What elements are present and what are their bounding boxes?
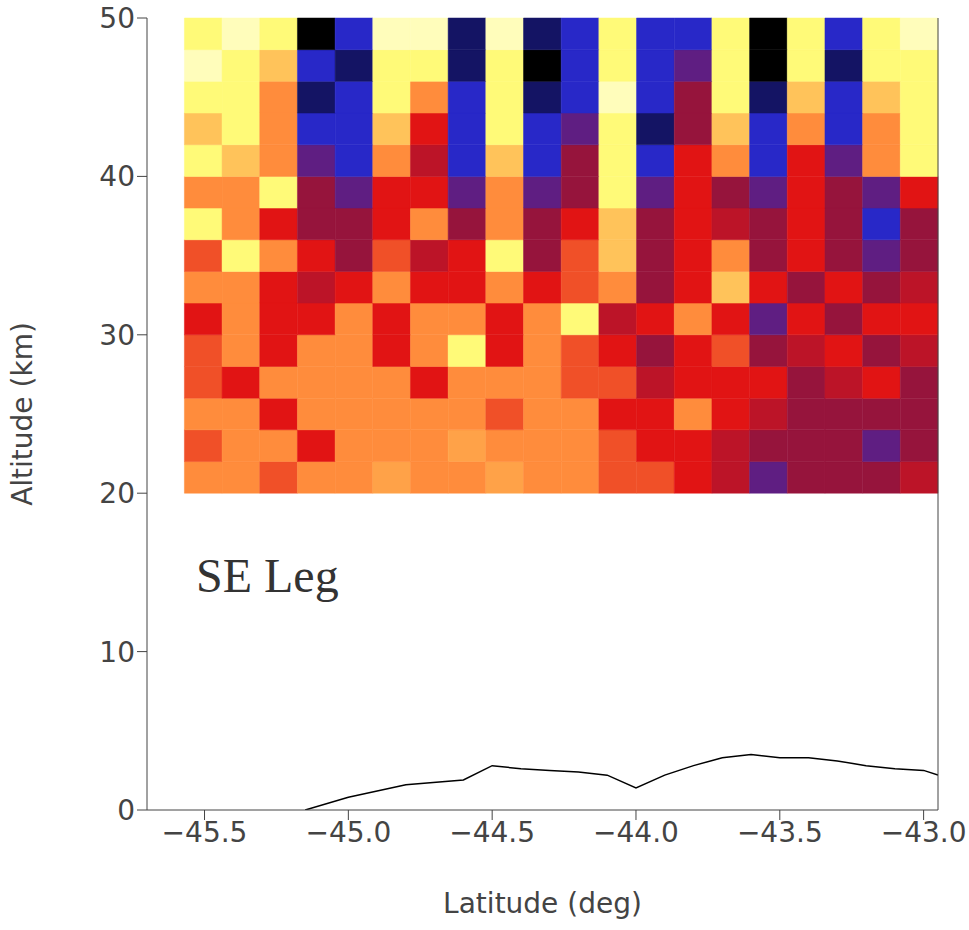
svg-text:−44.0: −44.0 — [593, 816, 679, 849]
svg-text:Latitude (deg): Latitude (deg) — [443, 887, 642, 920]
html-text:SE Leg: SE Leg — [196, 549, 339, 602]
svg-text:−43.0: −43.0 — [881, 816, 967, 849]
svg-text:−45.0: −45.0 — [305, 816, 391, 849]
svg-text:20: 20 — [99, 477, 135, 510]
svg-text:−43.5: −43.5 — [737, 816, 823, 849]
svg-text:30: 30 — [99, 319, 135, 352]
svg-text:50: 50 — [99, 2, 135, 35]
svg-text:−44.5: −44.5 — [449, 816, 535, 849]
svg-text:10: 10 — [99, 636, 135, 669]
svg-text:Altitude (km): Altitude (km) — [6, 322, 39, 506]
svg-text:0: 0 — [117, 794, 135, 827]
svg-text:40: 40 — [99, 160, 135, 193]
svg-text:−45.5: −45.5 — [162, 816, 248, 849]
